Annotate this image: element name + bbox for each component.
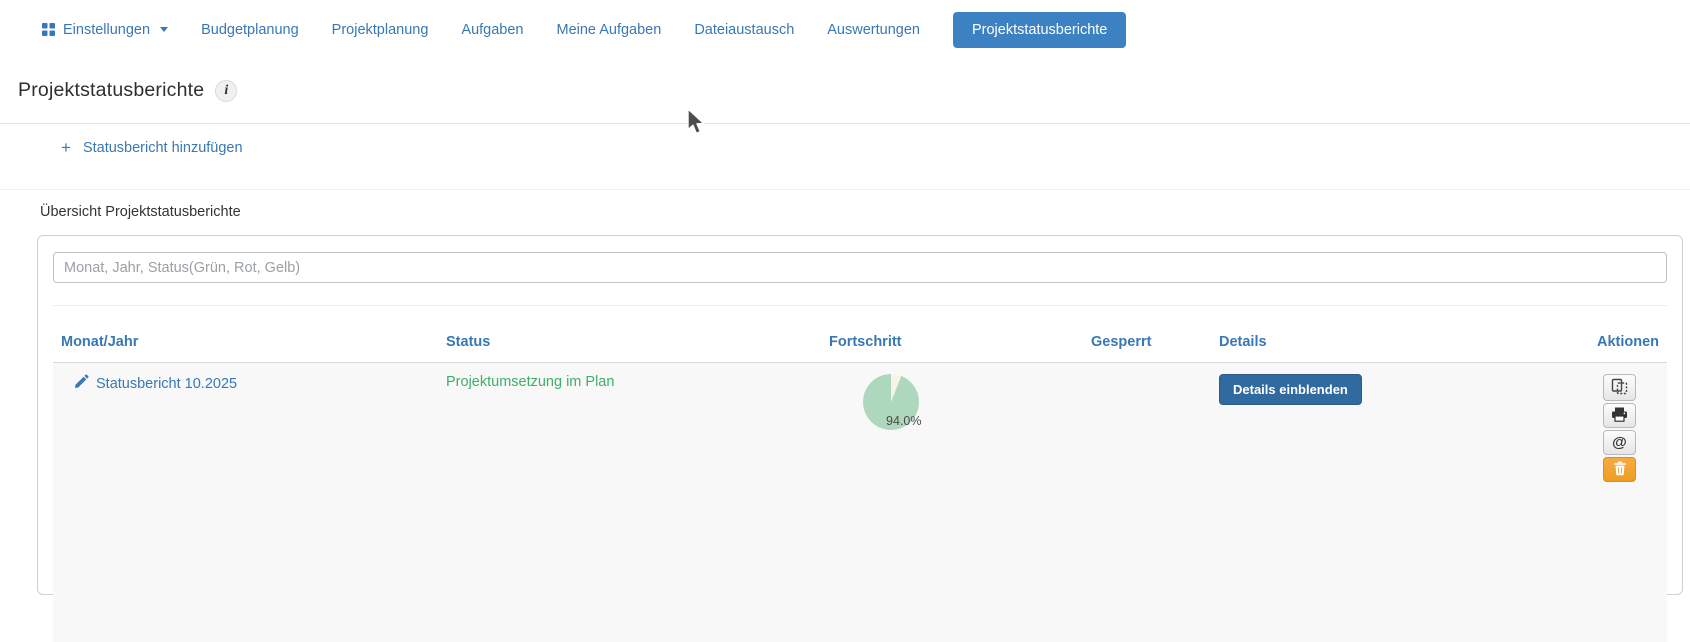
table-header-row: Monat/Jahr Status Fortschritt Gesperrt D… — [53, 306, 1667, 363]
nav-settings-dropdown[interactable]: Einstellungen — [42, 22, 168, 38]
nav-tab-aufgaben[interactable]: Aufgaben — [461, 22, 523, 38]
details-einblenden-button[interactable]: Details einblenden — [1219, 374, 1362, 405]
column-header-status: Status — [438, 306, 821, 363]
overview-panel: Monat/Jahr Status Fortschritt Gesperrt D… — [37, 235, 1683, 595]
column-header-gesperrt: Gesperrt — [1083, 306, 1211, 363]
info-icon[interactable]: i — [215, 80, 237, 102]
column-header-fortschritt: Fortschritt — [821, 306, 1083, 363]
progress-percent-label: 94.0% — [886, 414, 921, 428]
trash-icon — [1613, 461, 1627, 479]
copy-icon — [1611, 378, 1628, 398]
grid-icon — [42, 23, 55, 36]
nav-tab-budgetplanung[interactable]: Budgetplanung — [201, 22, 299, 38]
divider — [0, 123, 1690, 124]
chevron-down-icon — [160, 27, 168, 32]
mouse-cursor — [685, 108, 707, 143]
nav-tab-auswertungen[interactable]: Auswertungen — [827, 22, 920, 38]
overview-section-title: Übersicht Projektstatusberichte — [40, 204, 241, 220]
copy-button[interactable] — [1603, 374, 1636, 401]
delete-button[interactable] — [1603, 457, 1636, 482]
nav-tab-projektstatusberichte-active[interactable]: Projektstatusberichte — [953, 12, 1126, 48]
nav-tab-dateiaustausch[interactable]: Dateiaustausch — [694, 22, 794, 38]
status-text: Projektumsetzung im Plan — [446, 374, 614, 390]
statusbericht-link[interactable]: Statusbericht 10.2025 — [96, 376, 237, 392]
top-navigation: Einstellungen Budgetplanung Projektplanu… — [0, 0, 1690, 59]
filter-input[interactable] — [53, 252, 1667, 283]
column-header-aktionen: Aktionen — [1501, 306, 1667, 363]
nav-tab-projektplanung[interactable]: Projektplanung — [332, 22, 429, 38]
nav-tab-meine-aufgaben[interactable]: Meine Aufgaben — [557, 22, 662, 38]
print-button[interactable] — [1603, 403, 1636, 428]
page-title-row: Projektstatusberichte i — [18, 79, 237, 102]
plus-icon: + — [61, 139, 71, 156]
row-actions: @ — [1603, 374, 1636, 482]
divider — [0, 189, 1690, 190]
add-statusbericht-label: Statusbericht hinzufügen — [83, 140, 243, 156]
progress-pie-wrap: 94.0% — [863, 374, 919, 430]
email-button[interactable]: @ — [1603, 430, 1636, 455]
edit-pencil-icon[interactable] — [74, 374, 89, 393]
add-statusbericht-link[interactable]: + Statusbericht hinzufügen — [61, 139, 243, 156]
at-sign-icon: @ — [1612, 434, 1627, 451]
column-header-details: Details — [1211, 306, 1501, 363]
printer-icon — [1611, 407, 1628, 425]
status-report-table: Monat/Jahr Status Fortschritt Gesperrt D… — [53, 305, 1667, 642]
column-header-monat-jahr: Monat/Jahr — [53, 306, 438, 363]
table-row: Statusbericht 10.2025 Projektumsetzung i… — [53, 363, 1667, 642]
page-title: Projektstatusberichte — [18, 79, 204, 102]
nav-settings-label: Einstellungen — [63, 22, 150, 38]
